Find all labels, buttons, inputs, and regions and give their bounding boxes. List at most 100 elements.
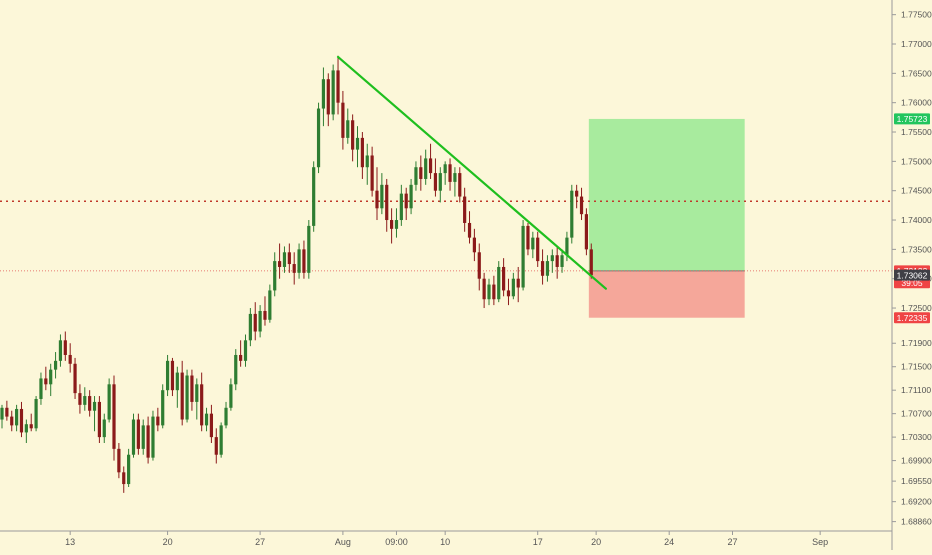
candle-body [414, 167, 418, 185]
candle-body [506, 290, 511, 297]
candle [492, 275, 496, 306]
candle [200, 372, 204, 432]
x-tick-label: Sep [812, 537, 828, 547]
candle-body [536, 237, 540, 262]
candle [380, 173, 384, 215]
candle [346, 108, 350, 144]
price-badge-bg [894, 312, 930, 324]
y-tick-label: 1.70700 [901, 409, 932, 419]
candle [243, 334, 248, 367]
candle [550, 249, 554, 273]
candle-body [248, 313, 252, 341]
candle [49, 363, 53, 397]
candle-body [122, 472, 126, 485]
candle [545, 255, 550, 282]
candle-body [287, 252, 291, 265]
candles [0, 55, 593, 493]
candle-body [112, 384, 116, 449]
y-tick-label: 1.71900 [901, 338, 932, 348]
candle [10, 410, 14, 432]
candle [463, 187, 467, 232]
candle-body [360, 137, 364, 168]
y-tick-label: 1.69200 [901, 497, 932, 507]
stop-zone [588, 270, 745, 318]
price-badge-bg [894, 269, 930, 281]
y-tick-label: 1.69550 [901, 476, 932, 486]
candle-body [321, 79, 326, 109]
candle-body [200, 384, 204, 426]
candle-body [355, 137, 360, 150]
candle-body [487, 284, 491, 300]
price-badge: 1.72335 [894, 312, 930, 324]
candle-body [88, 396, 92, 411]
candle [302, 240, 306, 279]
candle-body [29, 424, 33, 429]
candle-body [443, 164, 447, 174]
y-tick-label: 1.75500 [901, 127, 932, 137]
candle-body [540, 261, 545, 276]
candle-body [19, 408, 24, 433]
x-axis[interactable]: 13 20 27 Aug 09:00 10 17 20 24 27 Sep [65, 531, 828, 547]
candle [282, 246, 287, 273]
price-badge-label: 39:05 [901, 278, 923, 288]
candle-body [239, 354, 243, 361]
candle-body [58, 340, 63, 361]
candle [453, 167, 457, 197]
candle [316, 102, 321, 174]
candle [399, 184, 403, 226]
price-badge-bg [894, 113, 930, 125]
candle [248, 308, 252, 347]
candle-body [44, 378, 48, 385]
candle [526, 222, 530, 256]
candle-body [297, 249, 301, 273]
candle-body [170, 360, 175, 391]
candle [258, 305, 262, 338]
candle-body [117, 448, 121, 473]
candle [555, 246, 559, 279]
price-badge: 1.75723 [894, 113, 930, 125]
candle [390, 208, 394, 244]
candle-body [316, 108, 321, 168]
candle-body [336, 70, 340, 103]
candle-body [156, 416, 160, 426]
price-badge-label: 1.72335 [897, 313, 928, 323]
candle-body [550, 255, 554, 262]
candle [419, 155, 423, 191]
candle-body [424, 158, 428, 179]
candle [165, 354, 170, 397]
candle [273, 252, 277, 297]
candle-body [438, 173, 442, 191]
candle-body [234, 354, 238, 385]
candle-body [15, 408, 19, 426]
downtrend-line [336, 55, 607, 290]
candle-body [209, 413, 214, 438]
candle-body [102, 419, 106, 438]
candle-body [307, 225, 311, 273]
candle-body [229, 384, 233, 408]
y-axis[interactable]: 1.77500 1.77000 1.76500 1.76000 1.75500 1.750… [892, 10, 932, 527]
candle-body [5, 407, 9, 417]
position-box[interactable] [588, 118, 745, 318]
candle [180, 360, 184, 426]
x-tick-label: 20 [163, 537, 173, 547]
candle [438, 167, 442, 203]
candle-body [165, 360, 170, 391]
y-tick-label: 1.74500 [901, 186, 932, 196]
candle-body [312, 167, 316, 226]
candle-body [458, 173, 462, 197]
candle [0, 404, 4, 429]
candle-body [151, 416, 155, 458]
candle [185, 369, 189, 423]
candle-body [131, 419, 136, 455]
trendline[interactable] [336, 55, 607, 290]
candle [136, 413, 140, 455]
candle-body [409, 184, 413, 209]
candle-body [453, 173, 457, 182]
candle [385, 178, 389, 232]
candle [589, 243, 593, 279]
candle [331, 64, 335, 121]
candle [458, 167, 462, 203]
